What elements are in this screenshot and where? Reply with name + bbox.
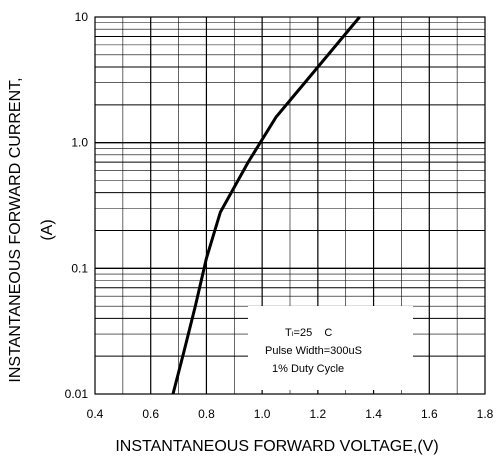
- annotation-line2: Pulse Width=300uS: [265, 345, 362, 357]
- plot-border: [94, 16, 486, 395]
- annotation-box: [248, 306, 413, 390]
- y-tick-labels: 0.01 0.1 1.0 10: [65, 10, 89, 401]
- y-tick-label: 1.0: [71, 136, 88, 150]
- x-axis-label: INSTANTANEOUS FORWARD VOLTAGE,(V): [115, 438, 438, 455]
- y-axis-label: INSTANTANEOUS FORWARD CURRENT,: [7, 77, 24, 382]
- annotation-line1: Tₗ=25 C: [285, 327, 332, 339]
- x-tick-label: 1.0: [254, 407, 271, 421]
- x-tick-label: 0.6: [142, 407, 159, 421]
- y-tick-label: 10: [75, 10, 89, 24]
- x-tick-label: 1.2: [310, 407, 327, 421]
- y-tick-label: 0.1: [71, 261, 88, 275]
- y-tick-label: 0.01: [65, 387, 89, 401]
- x-tick-label: 1.8: [477, 407, 494, 421]
- series-line: [171, 16, 361, 395]
- annotation-line3: 1% Duty Cycle: [272, 363, 344, 375]
- x-tick-label: 1.6: [421, 407, 438, 421]
- x-tick-label: 1.4: [365, 407, 382, 421]
- y-axis-unit: (A): [39, 219, 56, 240]
- x-tick-label: 0.8: [198, 407, 215, 421]
- x-tick-labels: 0.4 0.6 0.8 1.0 1.2 1.4 1.6 1.8: [87, 407, 494, 421]
- x-tick-label: 0.4: [87, 407, 104, 421]
